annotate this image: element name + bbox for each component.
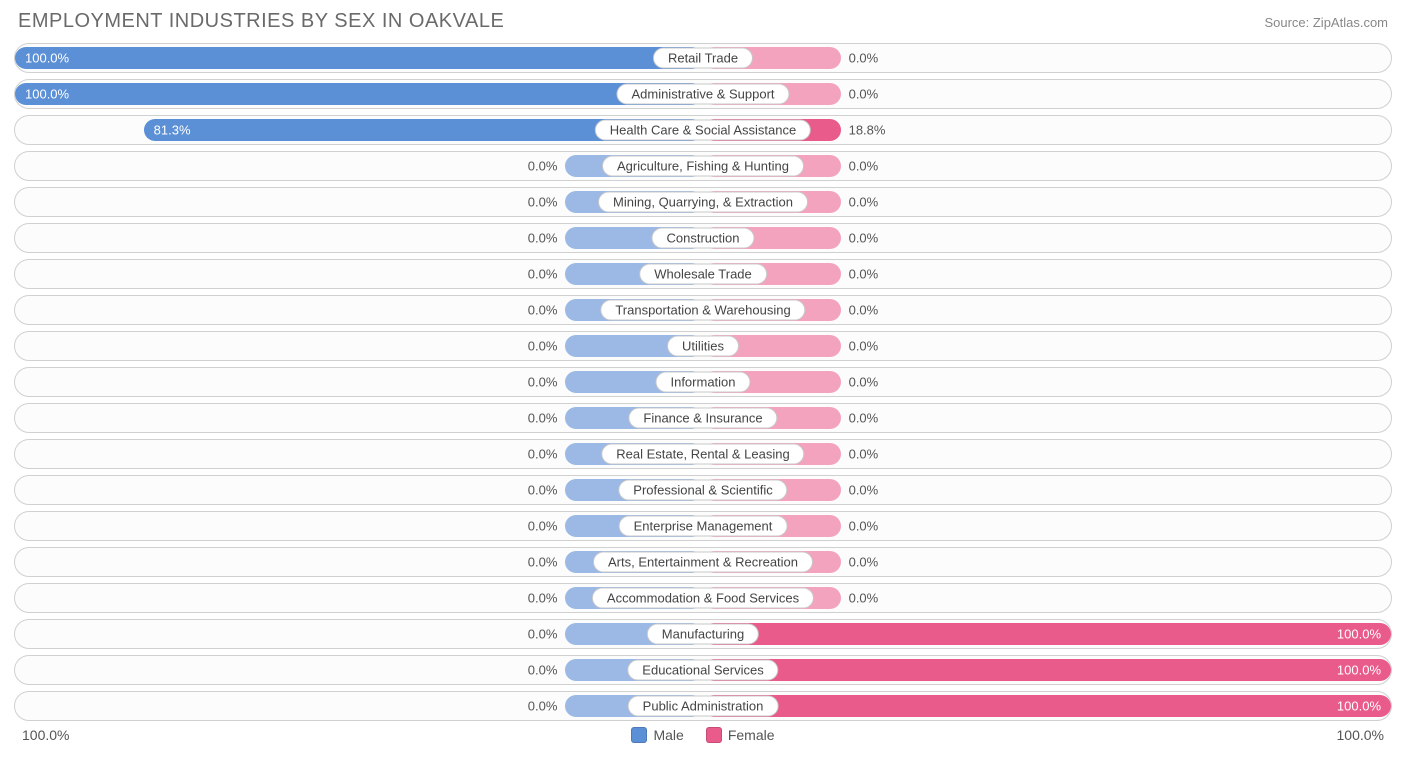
chart-row: 0.0% 0.0% Mining, Quarrying, & Extraction bbox=[14, 187, 1392, 217]
chart-header: EMPLOYMENT INDUSTRIES BY SEX IN OAKVALE … bbox=[14, 10, 1392, 33]
female-value: 100.0% bbox=[1337, 663, 1381, 678]
male-value: 0.0% bbox=[528, 447, 558, 462]
female-value: 0.0% bbox=[849, 195, 879, 210]
chart-row: 0.0% 0.0% Information bbox=[14, 367, 1392, 397]
female-value: 0.0% bbox=[849, 591, 879, 606]
female-value: 0.0% bbox=[849, 231, 879, 246]
category-label: Information bbox=[655, 372, 750, 393]
female-value: 0.0% bbox=[849, 483, 879, 498]
legend-swatch-male bbox=[631, 727, 647, 743]
female-value: 0.0% bbox=[849, 267, 879, 282]
category-label: Transportation & Warehousing bbox=[600, 300, 805, 321]
female-value: 100.0% bbox=[1337, 699, 1381, 714]
male-value: 0.0% bbox=[528, 375, 558, 390]
male-value: 100.0% bbox=[25, 51, 69, 66]
male-value: 0.0% bbox=[528, 519, 558, 534]
male-value: 0.0% bbox=[528, 627, 558, 642]
category-label: Wholesale Trade bbox=[639, 264, 767, 285]
chart-legend: Male Female bbox=[69, 727, 1336, 743]
male-value: 0.0% bbox=[528, 411, 558, 426]
legend-item-female: Female bbox=[706, 727, 775, 743]
male-value: 0.0% bbox=[528, 339, 558, 354]
male-value: 0.0% bbox=[528, 267, 558, 282]
legend-swatch-female bbox=[706, 727, 722, 743]
chart-title: EMPLOYMENT INDUSTRIES BY SEX IN OAKVALE bbox=[18, 10, 504, 33]
male-value: 0.0% bbox=[528, 159, 558, 174]
chart-row: 0.0% 0.0% Agriculture, Fishing & Hunting bbox=[14, 151, 1392, 181]
female-value: 18.8% bbox=[849, 123, 886, 138]
female-value: 0.0% bbox=[849, 447, 879, 462]
chart-row: 0.0% 0.0% Utilities bbox=[14, 331, 1392, 361]
category-label: Mining, Quarrying, & Extraction bbox=[598, 192, 808, 213]
chart-row: 0.0% 100.0% Educational Services bbox=[14, 655, 1392, 685]
category-label: Health Care & Social Assistance bbox=[595, 120, 811, 141]
category-label: Utilities bbox=[667, 336, 739, 357]
category-label: Construction bbox=[652, 228, 755, 249]
chart-row: 0.0% 0.0% Construction bbox=[14, 223, 1392, 253]
female-bar bbox=[703, 623, 1391, 645]
female-value: 0.0% bbox=[849, 51, 879, 66]
chart-row: 0.0% 0.0% Arts, Entertainment & Recreation bbox=[14, 547, 1392, 577]
male-value: 0.0% bbox=[528, 231, 558, 246]
legend-label-male: Male bbox=[653, 727, 683, 743]
female-value: 0.0% bbox=[849, 411, 879, 426]
chart-row: 100.0% 0.0% Retail Trade bbox=[14, 43, 1392, 73]
category-label: Administrative & Support bbox=[616, 84, 789, 105]
category-label: Professional & Scientific bbox=[618, 480, 787, 501]
category-label: Agriculture, Fishing & Hunting bbox=[602, 156, 804, 177]
chart-row: 0.0% 0.0% Professional & Scientific bbox=[14, 475, 1392, 505]
chart-row: 81.3% 18.8% Health Care & Social Assistanc… bbox=[14, 115, 1392, 145]
male-value: 0.0% bbox=[528, 699, 558, 714]
male-value: 0.0% bbox=[528, 555, 558, 570]
chart-footer: 100.0% Male Female 100.0% bbox=[14, 727, 1392, 743]
male-bar bbox=[15, 83, 703, 105]
chart-row: 0.0% 0.0% Real Estate, Rental & Leasing bbox=[14, 439, 1392, 469]
male-value: 0.0% bbox=[528, 591, 558, 606]
category-label: Finance & Insurance bbox=[628, 408, 777, 429]
female-value: 0.0% bbox=[849, 519, 879, 534]
male-value: 0.0% bbox=[528, 483, 558, 498]
female-value: 0.0% bbox=[849, 375, 879, 390]
chart-row: 0.0% 0.0% Wholesale Trade bbox=[14, 259, 1392, 289]
male-value: 0.0% bbox=[528, 663, 558, 678]
chart-row: 0.0% 100.0% Public Administration bbox=[14, 691, 1392, 721]
male-value: 0.0% bbox=[528, 195, 558, 210]
chart-row: 0.0% 100.0% Manufacturing bbox=[14, 619, 1392, 649]
legend-item-male: Male bbox=[631, 727, 683, 743]
category-label: Enterprise Management bbox=[619, 516, 788, 537]
category-label: Manufacturing bbox=[647, 624, 759, 645]
chart-source: Source: ZipAtlas.com bbox=[1264, 15, 1388, 30]
chart-row: 100.0% 0.0% Administrative & Support bbox=[14, 79, 1392, 109]
axis-label-right: 100.0% bbox=[1337, 727, 1384, 743]
female-value: 0.0% bbox=[849, 159, 879, 174]
category-label: Real Estate, Rental & Leasing bbox=[601, 444, 804, 465]
axis-label-left: 100.0% bbox=[22, 727, 69, 743]
female-value: 0.0% bbox=[849, 303, 879, 318]
category-label: Educational Services bbox=[627, 660, 778, 681]
category-label: Retail Trade bbox=[653, 48, 753, 69]
legend-label-female: Female bbox=[728, 727, 775, 743]
female-bar bbox=[703, 695, 1391, 717]
female-bar bbox=[703, 659, 1391, 681]
chart-row: 0.0% 0.0% Accommodation & Food Services bbox=[14, 583, 1392, 613]
male-bar bbox=[15, 47, 703, 69]
category-label: Accommodation & Food Services bbox=[592, 588, 814, 609]
male-value: 0.0% bbox=[528, 303, 558, 318]
female-value: 100.0% bbox=[1337, 627, 1381, 642]
female-value: 0.0% bbox=[849, 339, 879, 354]
male-value: 81.3% bbox=[154, 123, 191, 138]
male-value: 100.0% bbox=[25, 87, 69, 102]
chart-row: 0.0% 0.0% Enterprise Management bbox=[14, 511, 1392, 541]
category-label: Public Administration bbox=[628, 696, 779, 717]
chart-row: 0.0% 0.0% Transportation & Warehousing bbox=[14, 295, 1392, 325]
female-value: 0.0% bbox=[849, 87, 879, 102]
female-value: 0.0% bbox=[849, 555, 879, 570]
category-label: Arts, Entertainment & Recreation bbox=[593, 552, 813, 573]
diverging-bar-chart: 100.0% 0.0% Retail Trade 100.0% 0.0% Administ… bbox=[14, 43, 1392, 721]
chart-row: 0.0% 0.0% Finance & Insurance bbox=[14, 403, 1392, 433]
